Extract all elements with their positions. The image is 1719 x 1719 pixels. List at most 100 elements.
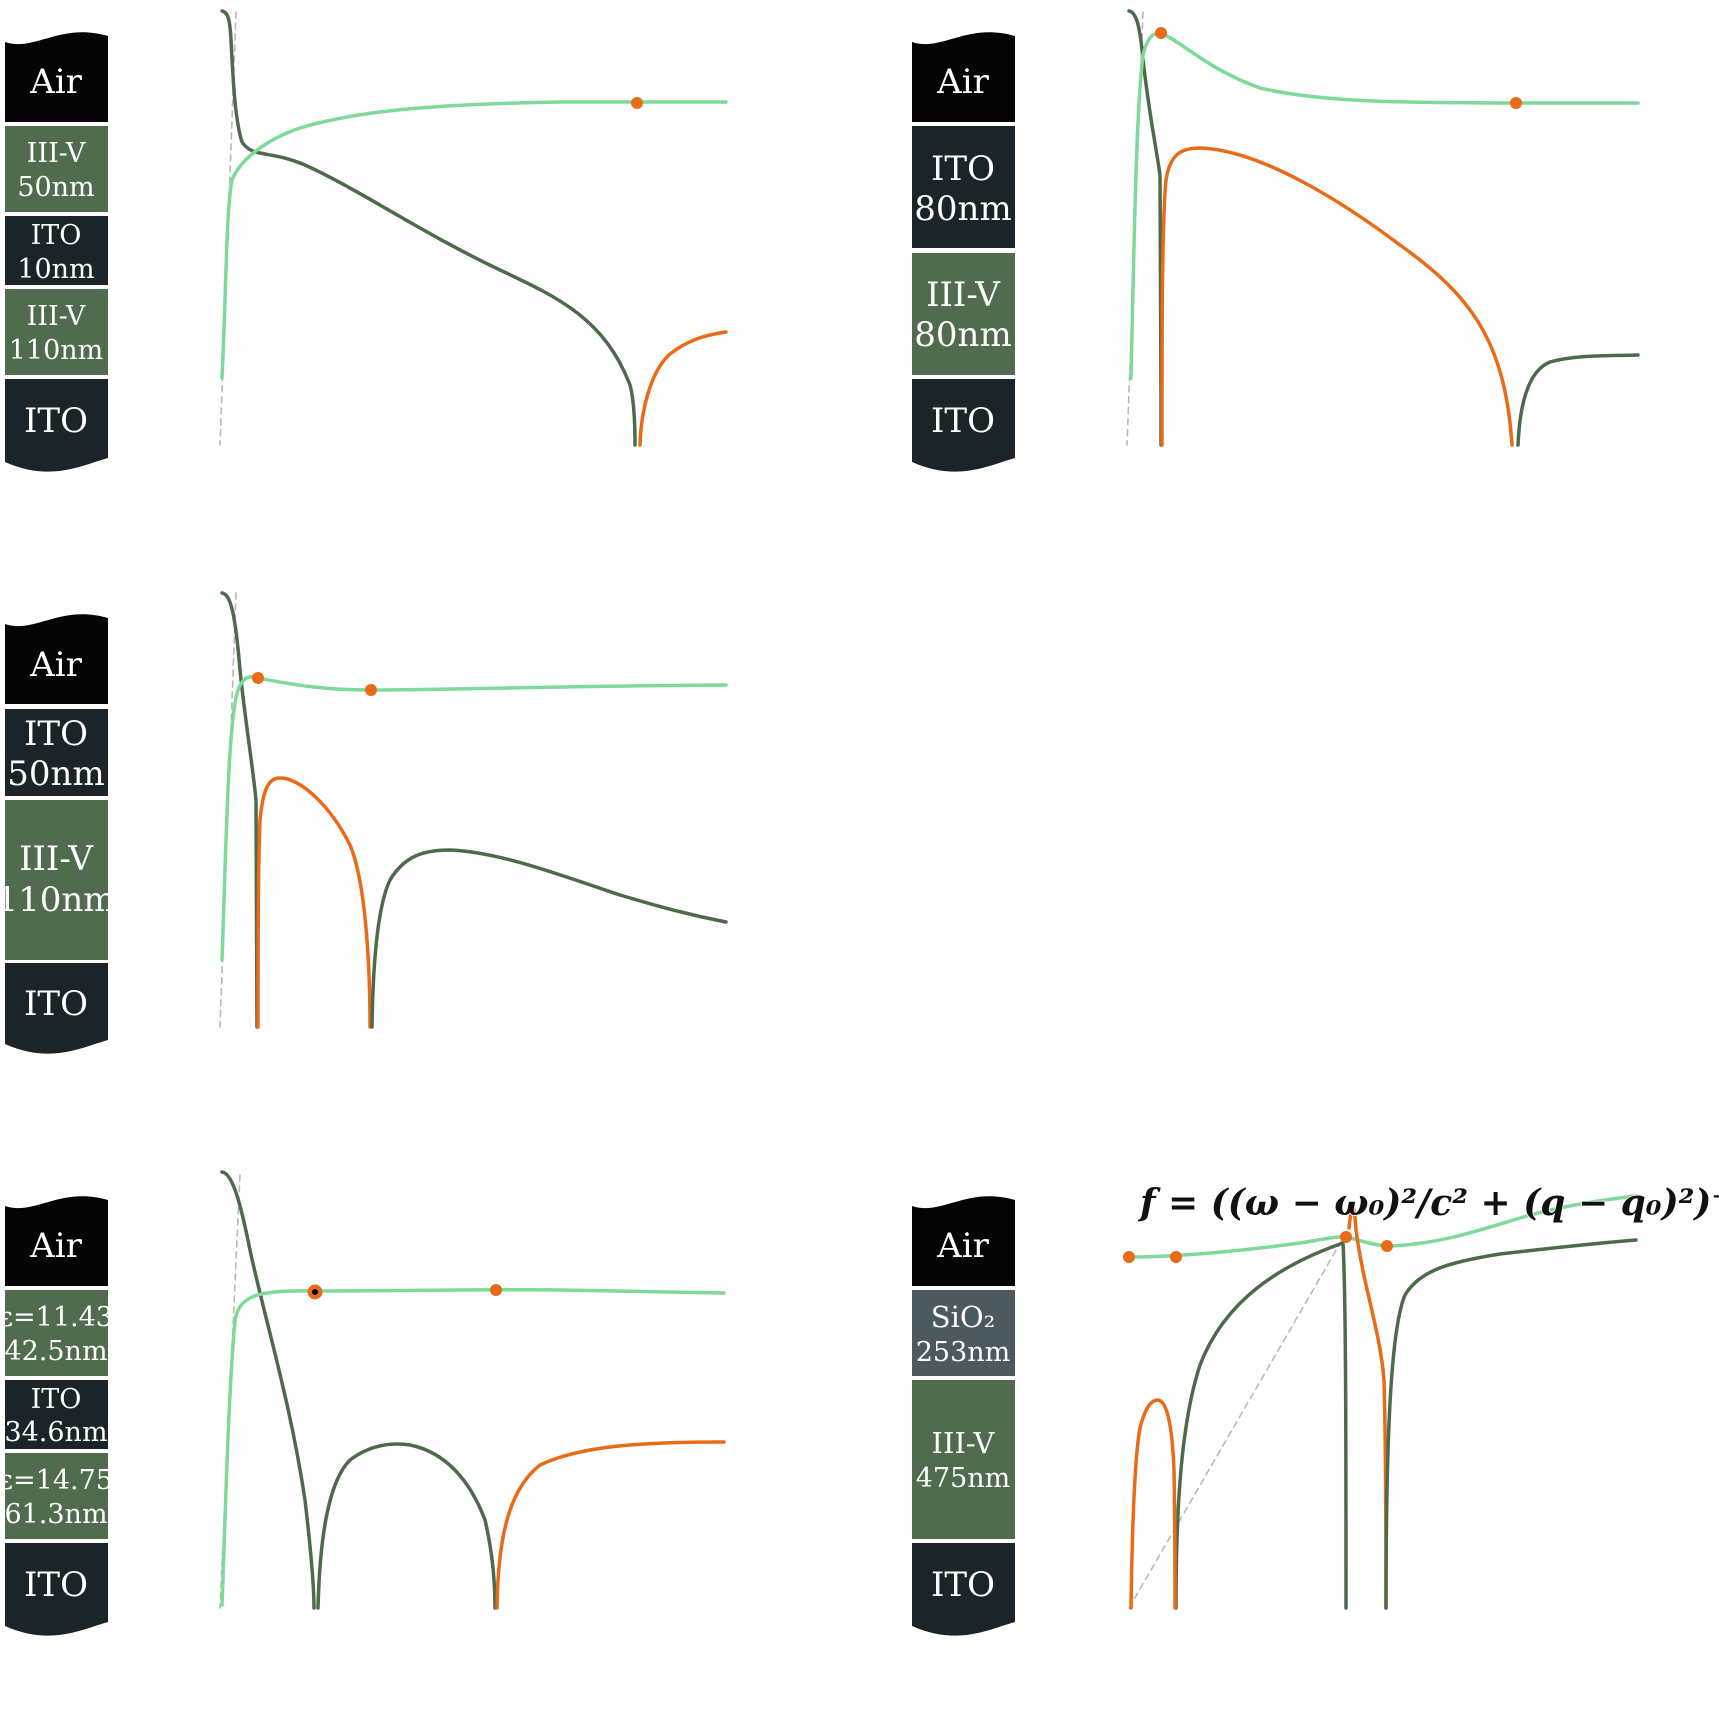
layer-label: 80nm [914, 315, 1011, 355]
layer-label: 110nm [9, 335, 104, 366]
layer-ito [5, 1380, 108, 1449]
layer-label: 61.3nm [4, 1499, 107, 1530]
resonance-marker [1170, 1251, 1182, 1263]
layer-air [5, 32, 108, 122]
formula-label: f = ((ω − ω₀)²/c² + (q − q₀)²)⁻¹ [1137, 1182, 1719, 1224]
layer-ito-substrate [5, 963, 108, 1054]
light-mode-curve [1127, 1194, 1638, 1259]
layer-air [912, 32, 1015, 122]
dark-mode-curve [220, 9, 637, 447]
dark-mode-curve [1174, 1240, 1348, 1610]
layer-label: Air [29, 1226, 82, 1266]
layer-label: ITO [24, 714, 88, 754]
resonance-marker [631, 97, 643, 109]
field-plot [1123, 1194, 1638, 1610]
light-line [1128, 1239, 1343, 1609]
layer-label: ITO [931, 149, 995, 189]
layer-iii-v [912, 1380, 1015, 1539]
layer-stack: Air ε=11.43 42.5nm ITO 34.6nm ε=14.75 61… [0, 1196, 113, 1636]
layer-ito [5, 216, 108, 285]
layer-label: ITO [931, 401, 995, 441]
layer-label: III-V [27, 301, 86, 332]
layer-stack: Air III-V 50nm ITO 10nm III-V 110nm ITO [5, 32, 108, 472]
resonance-marker [1340, 1231, 1352, 1243]
layer-label: 80nm [914, 189, 1011, 229]
panel-bottom-left: Air ε=11.43 42.5nm ITO 34.6nm ε=14.75 61… [0, 1170, 726, 1636]
layer-stack: Air SiO₂ 253nm III-V 475nm ITO [912, 1196, 1015, 1636]
layer-label: ITO [31, 220, 82, 251]
layer-sio2 [912, 1290, 1015, 1376]
light-line [219, 1174, 241, 1609]
field-plot [1126, 9, 1640, 447]
layer-iii-v [912, 253, 1015, 375]
layer-label: SiO₂ [931, 1300, 996, 1334]
resonance-marker-center [312, 1289, 318, 1295]
layer-label: ITO [24, 1565, 88, 1605]
layer-label: Air [29, 645, 82, 685]
layer-ito-substrate [5, 379, 108, 472]
dark-mode-curve-2 [316, 1442, 497, 1610]
layer-ito-substrate [912, 1543, 1015, 1636]
layer-stack: Air ITO 80nm III-V 80nm ITO [912, 32, 1015, 472]
layer-label: 50nm [17, 172, 94, 203]
orange-mode-curve [638, 330, 728, 447]
layer-stack: Air ITO 50nm III-V 110nm ITO [0, 614, 116, 1054]
panel-bottom-right: Air SiO₂ 253nm III-V 475nm ITO f = ((ω −… [912, 1181, 1719, 1636]
layer-label: ε=11.43 [0, 1302, 113, 1333]
panel-top-right: Air ITO 80nm III-V 80nm ITO [912, 9, 1640, 472]
orange-mode-curve [256, 776, 372, 1029]
layer-label: 475nm [916, 1463, 1011, 1494]
layer-label: 34.6nm [4, 1417, 107, 1448]
layer-air [912, 1196, 1015, 1286]
orange-mode-curve [495, 1440, 726, 1610]
layer-iii-v [5, 1453, 108, 1539]
orange-mode-curve-left [1129, 1398, 1177, 1610]
layer-label: III-V [27, 138, 86, 169]
dark-mode-curve [220, 1170, 316, 1610]
field-plot [219, 9, 728, 447]
layer-ito [5, 709, 108, 796]
field-plot [219, 1170, 726, 1610]
layer-label: Air [936, 62, 989, 102]
layer-label: 42.5nm [4, 1336, 107, 1367]
dark-mode-tail [1516, 353, 1640, 447]
layer-iii-v [5, 1290, 108, 1376]
layer-label: 10nm [17, 254, 94, 285]
layer-label: III-V [19, 839, 94, 879]
dark-mode-curve-2 [370, 848, 728, 1029]
dark-mode-curve-2 [1384, 1238, 1638, 1610]
layer-label: III-V [926, 275, 1001, 315]
resonance-marker [252, 672, 264, 684]
layer-iii-v [5, 126, 108, 212]
resonance-marker [1510, 97, 1522, 109]
resonance-marker [365, 684, 377, 696]
layer-ito-substrate [5, 1543, 108, 1636]
layer-label: ITO [24, 984, 88, 1024]
panel-top-left: Air III-V 50nm ITO 10nm III-V 110nm ITO [5, 9, 728, 472]
layer-iii-v [5, 800, 108, 960]
layer-label: 110nm [0, 880, 116, 920]
light-mode-curve [1129, 31, 1640, 380]
layer-label: ITO [24, 401, 88, 441]
resonance-marker [1155, 27, 1167, 39]
layer-label: III-V [932, 1426, 996, 1460]
orange-mode-curve [1160, 146, 1514, 447]
layer-air [5, 1196, 108, 1286]
layer-label: ITO [931, 1565, 995, 1605]
layer-iii-v [5, 289, 108, 375]
resonance-marker [1123, 1251, 1135, 1263]
layer-label: ITO [31, 1384, 82, 1415]
panel-middle-left: Air ITO 50nm III-V 110nm ITO [0, 591, 728, 1054]
orange-mode-curve [1347, 1205, 1388, 1610]
light-mode-curve [220, 675, 728, 962]
field-plot [219, 591, 728, 1029]
light-line [219, 592, 237, 1028]
layer-ito [912, 126, 1015, 248]
layer-label: 253nm [916, 1337, 1011, 1368]
resonance-marker [490, 1284, 502, 1296]
layer-label: Air [936, 1226, 989, 1266]
layer-label: ε=14.75 [0, 1465, 113, 1496]
layer-label: 50nm [7, 754, 104, 794]
layer-air [5, 614, 108, 704]
